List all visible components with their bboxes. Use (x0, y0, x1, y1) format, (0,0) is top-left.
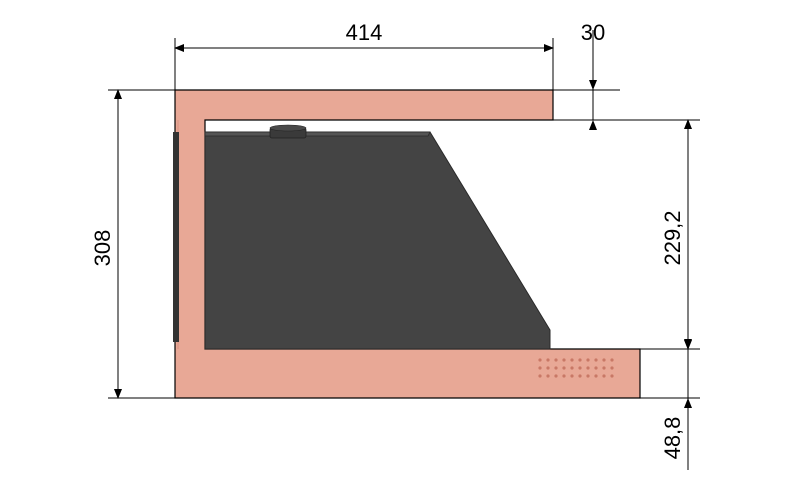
dimension-308: 308 (90, 90, 175, 398)
dimension-48-8: 48,8 (640, 339, 700, 470)
dimension-30: 30 (553, 20, 620, 130)
dimension-30-text: 30 (581, 20, 605, 45)
dimension-229-2: 229,2 (553, 120, 700, 349)
dimension-414-text: 414 (346, 20, 383, 45)
dimension-48-8-text: 48,8 (660, 417, 685, 460)
dimension-414: 414 (175, 20, 553, 90)
engineering-drawing: 414 30 308 229,2 (0, 0, 800, 500)
interior-body (173, 125, 550, 349)
dimension-308-text: 308 (90, 230, 115, 267)
dimension-229-2-text: 229,2 (660, 210, 685, 265)
left-strip (173, 132, 179, 342)
